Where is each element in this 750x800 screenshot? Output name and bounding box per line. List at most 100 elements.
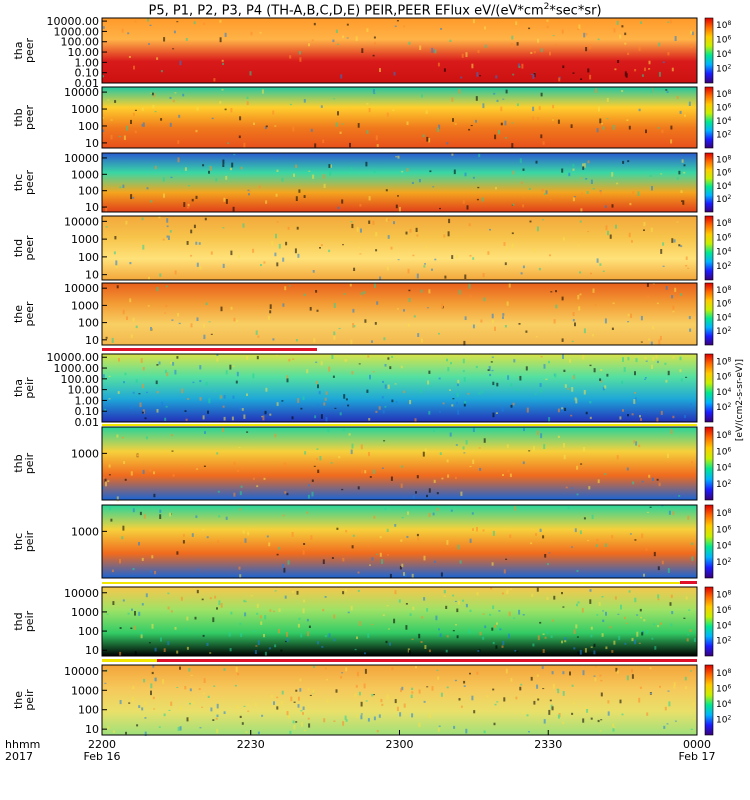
texture-pixel xyxy=(307,631,310,637)
texture-pixel xyxy=(130,194,133,200)
texture-pixel xyxy=(545,190,548,195)
y-tick-label: 1000.00 xyxy=(54,362,100,375)
texture-pixel xyxy=(532,74,535,79)
colorbar-tick-label: 106 xyxy=(716,605,731,617)
texture-pixel xyxy=(262,415,265,421)
texture-pixel xyxy=(542,141,545,145)
texture-pixel xyxy=(170,701,173,706)
texture-pixel xyxy=(650,88,653,93)
texture-pixel xyxy=(172,362,175,366)
texture-pixel xyxy=(672,415,675,419)
texture-pixel xyxy=(643,222,646,227)
colorbar-tick-label: 102 xyxy=(716,129,731,141)
texture-pixel xyxy=(274,590,277,592)
texture-pixel xyxy=(423,555,426,561)
texture-pixel xyxy=(358,691,361,696)
texture-pixel xyxy=(514,389,517,391)
texture-pixel xyxy=(624,42,627,45)
texture-pixel xyxy=(422,451,425,457)
texture-pixel xyxy=(309,694,312,696)
texture-pixel xyxy=(469,538,472,543)
texture-pixel xyxy=(589,589,592,592)
texture-pixel xyxy=(196,468,199,470)
texture-pixel xyxy=(278,546,281,550)
texture-pixel xyxy=(488,366,491,371)
texture-pixel xyxy=(195,195,198,199)
texture-pixel xyxy=(622,409,624,412)
texture-pixel xyxy=(153,93,156,98)
texture-pixel xyxy=(393,618,396,624)
texture-pixel xyxy=(507,469,510,473)
texture-pixel xyxy=(472,324,475,329)
texture-pixel xyxy=(676,221,679,223)
texture-pixel xyxy=(141,217,144,221)
texture-pixel xyxy=(360,713,363,715)
texture-pixel xyxy=(425,110,428,114)
texture-pixel xyxy=(455,624,457,626)
texture-pixel xyxy=(688,101,691,106)
texture-pixel xyxy=(373,36,376,39)
spectrogram-texture xyxy=(105,153,686,212)
texture-pixel xyxy=(577,245,580,247)
texture-pixel xyxy=(605,646,608,650)
texture-pixel xyxy=(333,720,336,722)
texture-pixel xyxy=(457,544,460,550)
texture-pixel xyxy=(564,407,567,411)
texture-pixel xyxy=(156,286,159,292)
texture-pixel xyxy=(535,336,538,338)
texture-pixel xyxy=(460,491,463,496)
texture-pixel xyxy=(678,170,681,175)
texture-pixel xyxy=(322,174,325,179)
texture-pixel xyxy=(640,341,643,343)
texture-pixel xyxy=(575,398,578,404)
texture-pixel xyxy=(309,307,312,311)
texture-pixel xyxy=(122,184,125,188)
texture-pixel xyxy=(266,535,269,538)
texture-pixel xyxy=(511,122,514,124)
texture-pixel xyxy=(493,722,496,726)
texture-pixel xyxy=(180,596,183,601)
texture-pixel xyxy=(386,112,389,117)
texture-pixel xyxy=(141,123,144,127)
texture-pixel xyxy=(298,51,301,55)
texture-pixel xyxy=(239,116,242,121)
texture-pixel xyxy=(104,478,107,483)
y-tick-label: 1000.00 xyxy=(54,25,100,38)
texture-pixel xyxy=(572,163,575,168)
texture-pixel xyxy=(468,628,471,634)
texture-pixel xyxy=(495,187,497,190)
texture-pixel xyxy=(123,461,126,464)
texture-pixel xyxy=(368,451,370,457)
texture-pixel xyxy=(340,676,343,679)
texture-pixel xyxy=(366,130,369,134)
spectrogram-texture xyxy=(102,87,691,148)
texture-pixel xyxy=(667,690,670,692)
texture-pixel xyxy=(638,46,641,51)
texture-pixel xyxy=(273,610,275,613)
colorbar-unit-label: [eV/(cm2-s-sr-eV)] xyxy=(735,359,745,441)
panel-frame xyxy=(101,215,698,281)
texture-pixel xyxy=(315,361,318,363)
texture-pixel xyxy=(247,531,250,536)
texture-pixel xyxy=(308,43,310,47)
texture-pixel xyxy=(679,356,682,361)
texture-pixel xyxy=(296,226,299,230)
texture-pixel xyxy=(515,21,518,25)
texture-pixel xyxy=(302,706,305,710)
texture-pixel xyxy=(510,43,513,48)
texture-pixel xyxy=(391,667,394,670)
texture-pixel xyxy=(462,599,464,602)
texture-pixel xyxy=(451,255,454,259)
panel-frame xyxy=(101,586,698,657)
texture-pixel xyxy=(616,182,619,185)
texture-pixel xyxy=(522,168,525,171)
texture-pixel xyxy=(213,685,216,687)
y-tick-label: 100 xyxy=(78,251,99,264)
y-tick-label: 10 xyxy=(85,137,99,150)
texture-pixel xyxy=(413,315,416,318)
texture-pixel xyxy=(453,725,456,729)
texture-pixel xyxy=(619,416,622,420)
texture-pixel xyxy=(411,691,414,694)
